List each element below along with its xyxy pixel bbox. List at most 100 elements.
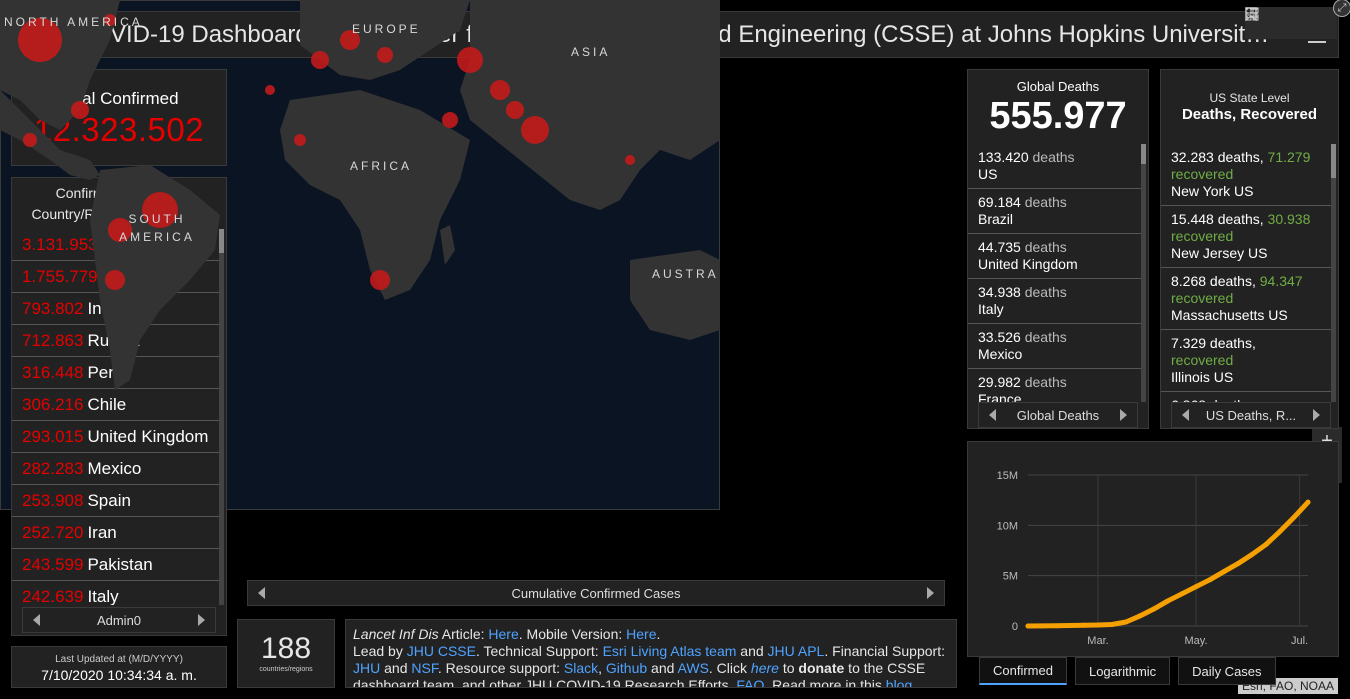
death-unit: deaths	[1024, 329, 1067, 345]
chevron-left-icon[interactable]	[989, 409, 996, 421]
jhu-link[interactable]: JHU	[353, 660, 381, 676]
tab-confirmed[interactable]: Confirmed	[979, 657, 1067, 685]
country-name: Italy	[978, 301, 1004, 317]
death-unit: deaths	[1024, 239, 1067, 255]
article-link[interactable]: Here	[488, 626, 519, 642]
recovered-label: recovered	[1171, 228, 1234, 244]
chevron-right-icon[interactable]	[1313, 409, 1320, 421]
map-label-australia: AUSTRA	[652, 267, 719, 281]
total-confirmed-label: Total Confirmed	[59, 89, 179, 108]
tab-logarithmic[interactable]: Logarithmic	[1074, 657, 1171, 685]
list-item[interactable]: 44.735 deaths United Kingdom	[968, 234, 1143, 279]
jhu-csse-link[interactable]: JHU CSSE	[406, 643, 476, 659]
europe-land	[300, 0, 470, 80]
country-list-scrollbar[interactable]	[219, 229, 224, 605]
country-list-pager: Admin0	[22, 607, 216, 633]
list-item[interactable]: 243.599 Pakistan	[12, 549, 221, 581]
info-text: to the CSSE dashboard team, and other JH…	[353, 660, 926, 688]
us-state-label: US State Level	[1209, 91, 1290, 105]
nsf-link[interactable]: NSF	[411, 660, 438, 676]
confirmed-series-point	[1165, 598, 1171, 604]
info-text: Lancet Inf Dis	[353, 626, 439, 642]
info-text: . Click	[708, 660, 751, 676]
case-count: 242.639	[22, 587, 84, 605]
pager-label: Cumulative Confirmed Cases	[511, 585, 681, 601]
slack-link[interactable]: Slack	[563, 660, 599, 676]
list-item[interactable]: 242.639 Italy	[12, 581, 221, 605]
africa-land	[280, 90, 470, 300]
list-item[interactable]: 8.268 deaths, 94.347 recovered Massachuset…	[1161, 268, 1332, 330]
list-item[interactable]: 32.283 deaths, 71.279 recovered New York U…	[1161, 144, 1332, 206]
country-name: United Kingdom	[978, 256, 1078, 272]
us-list-scrollthumb[interactable]	[1331, 144, 1336, 178]
mobile-link[interactable]: Here	[626, 626, 657, 642]
esri-link[interactable]: Esri Living Atlas team	[602, 643, 737, 659]
countries-count-value: 188	[260, 632, 312, 665]
confirmed-chart: 0 5M 10M 15M Mar. May. Jul.	[967, 441, 1339, 657]
bubble	[71, 101, 89, 119]
list-item[interactable]: 69.184 deaths Brazil	[968, 189, 1143, 234]
case-count: 282.283	[22, 459, 84, 478]
chevron-left-icon[interactable]	[33, 614, 40, 626]
faq-link[interactable]: FAQ	[736, 677, 765, 688]
list-item[interactable]: 253.908 Spain	[12, 485, 221, 517]
list-item[interactable]: 133.420 deaths US	[968, 144, 1143, 189]
chart-ytick-label: 10M	[997, 520, 1018, 532]
country-name: Chile	[87, 395, 127, 414]
list-item[interactable]: 29.982 deaths France	[968, 369, 1143, 402]
list-item[interactable]: 252.720 Iran	[12, 517, 221, 549]
github-link[interactable]: Github	[605, 660, 648, 676]
confirmed-series-point	[1193, 584, 1199, 590]
list-item[interactable]: 306.216 Chile	[12, 389, 221, 421]
death-unit: deaths	[1024, 194, 1067, 210]
case-count: 306.216	[22, 395, 84, 414]
bubble	[311, 51, 329, 69]
confirmed-series-point	[1249, 552, 1255, 558]
death-count: 33.526	[978, 329, 1021, 345]
confirmed-series-point	[1067, 622, 1073, 628]
confirmed-series-point	[1151, 606, 1157, 612]
us-state-panel: US State Level Deaths, Recovered 32.283 …	[1160, 69, 1339, 429]
chevron-right-icon[interactable]	[1119, 409, 1127, 421]
tab-daily-cases[interactable]: Daily Cases	[1178, 657, 1276, 685]
info-text: and	[736, 643, 768, 659]
list-item[interactable]: 7.329 deaths, recovered Illinois US	[1161, 330, 1332, 392]
chevron-left-icon[interactable]	[1182, 409, 1189, 421]
list-item[interactable]: 6.868 deaths,	[1161, 392, 1332, 402]
us-state-list[interactable]: 32.283 deaths, 71.279 recovered New York U…	[1161, 144, 1332, 402]
list-item[interactable]: 33.526 deaths Mexico	[968, 324, 1143, 369]
deaths-list-scrollthumb[interactable]	[1141, 144, 1146, 164]
confirmed-series-point	[1263, 541, 1269, 547]
madagascar-land	[440, 225, 455, 265]
chevron-right-icon[interactable]	[926, 587, 934, 599]
list-item[interactable]: 293.015 United Kingdom	[12, 421, 221, 453]
country-list-scrollthumb[interactable]	[219, 229, 224, 253]
us-list-scrollbar[interactable]	[1331, 144, 1336, 402]
deaths-list-scrollbar[interactable]	[1141, 144, 1146, 402]
chart-ytick-label: 5M	[1003, 571, 1018, 583]
chevron-right-icon[interactable]	[197, 614, 205, 626]
confirmed-series-point	[1277, 528, 1283, 534]
jhu-apl-link[interactable]: JHU APL	[767, 643, 825, 659]
global-deaths-list[interactable]: 133.420 deaths US 69.184 deaths Brazil 44.…	[968, 144, 1143, 402]
list-item[interactable]: 15.448 deaths, 30.938 recovered New Jersey…	[1161, 206, 1332, 268]
chevron-left-icon[interactable]	[258, 587, 265, 599]
map-label-south-america: SOUTH AMERICA	[119, 212, 195, 244]
list-item[interactable]: 34.938 deaths Italy	[968, 279, 1143, 324]
country-name: Italy	[87, 587, 119, 605]
pager-label: Global Deaths	[1016, 407, 1100, 423]
aws-link[interactable]: AWS	[677, 660, 709, 676]
bubble-pakistan	[506, 101, 524, 119]
last-updated-value: 7/10/2020 10:34:34 a. m.	[41, 667, 197, 683]
donate-here-link[interactable]: here	[750, 660, 779, 676]
country-name: United Kingdom	[87, 427, 209, 446]
global-deaths-pager: Global Deaths	[978, 402, 1138, 428]
us-state-pager: US Deaths, R...	[1171, 402, 1331, 428]
list-item[interactable]: 282.283 Mexico	[12, 453, 221, 485]
state-name: Illinois US	[1171, 369, 1234, 385]
chart-xtick-label: Jul.	[1291, 635, 1308, 647]
blog-link[interactable]: blog	[885, 677, 913, 688]
countries-count-label: countries/regions	[259, 666, 313, 673]
death-count: 133.420	[978, 149, 1029, 165]
